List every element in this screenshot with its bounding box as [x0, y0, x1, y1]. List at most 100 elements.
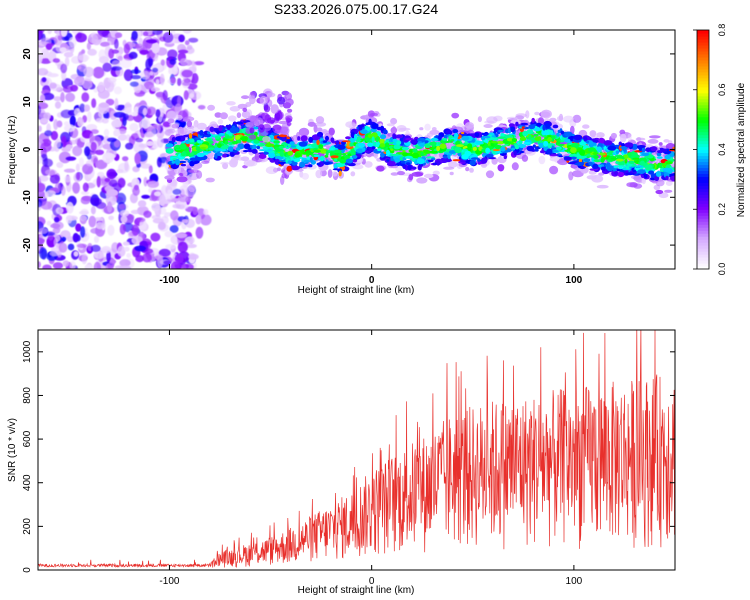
heatmap-cell: [132, 111, 138, 117]
heatmap-cell: [117, 134, 128, 141]
heatmap-cell: [54, 101, 62, 109]
heatmap-cell: [165, 244, 177, 250]
heatmap-cell: [436, 145, 441, 152]
heatmap-cell: [278, 161, 286, 165]
heatmap-cell: [81, 195, 93, 202]
heatmap-cell: [158, 248, 171, 257]
heatmap-cell: [38, 261, 41, 268]
heatmap-cell: [306, 156, 310, 160]
heatmap-cell: [110, 66, 123, 71]
heatmap-cell: [534, 111, 540, 116]
heatmap-cell: [331, 171, 338, 177]
heatmap-cell: [593, 154, 599, 159]
heatmap-cell: [130, 75, 142, 80]
heatmap-cell: [73, 107, 81, 117]
heatmap-cell: [390, 172, 399, 176]
heatmap-cell: [670, 151, 675, 158]
heatmap-cell: [76, 172, 81, 181]
chart-title: S233.2026.075.00.17.G24: [274, 1, 438, 17]
heatmap-cell: [558, 155, 563, 158]
heatmap-cell: [162, 32, 174, 43]
heatmap-cell: [53, 96, 62, 102]
heatmap-cell: [491, 140, 498, 144]
heatmap-cell: [564, 149, 570, 152]
heatmap-cell: [88, 33, 99, 44]
heatmap-cell: [449, 171, 454, 176]
colorbar-step: [697, 50, 709, 55]
heatmap-cell: [86, 124, 97, 130]
heatmap-cell: [648, 135, 661, 139]
heatmap-cell: [131, 235, 143, 245]
heatmap-cell: [183, 116, 195, 122]
heatmap-cell: [58, 242, 68, 253]
heatmap-cell: [67, 243, 75, 251]
heatmap-cell: [625, 165, 630, 170]
heatmap-cell: [119, 265, 132, 269]
heatmap-cell: [174, 158, 181, 166]
heatmap-cell: [134, 152, 141, 165]
heatmap-cell: [320, 155, 325, 162]
heatmap-cell: [441, 138, 448, 141]
heatmap-cell: [38, 199, 43, 208]
heatmap-cell: [315, 122, 327, 127]
heatmap-cell: [38, 105, 42, 115]
heatmap-cell: [129, 123, 139, 132]
heatmap-cell: [137, 200, 147, 208]
heatmap-cell: [642, 148, 646, 153]
heatmap-cell: [281, 173, 287, 179]
heatmap-cell: [270, 132, 275, 136]
heatmap-cell: [656, 156, 663, 159]
heatmap-cell: [376, 165, 385, 172]
heatmap-cell: [485, 147, 491, 154]
heatmap-cell: [171, 160, 176, 164]
heatmap-cell: [619, 133, 627, 143]
heatmap-cell: [136, 217, 146, 223]
heatmap-cell: [50, 223, 61, 229]
snr-y-tick-label: 1000: [22, 340, 33, 363]
heatmap-cell: [135, 255, 144, 263]
heatmap-cell: [42, 92, 55, 101]
heatmap-cell: [350, 131, 355, 138]
heatmap-cell: [60, 63, 68, 74]
heatmap-cell: [390, 117, 398, 125]
heatmap-cell: [197, 105, 206, 110]
heatmap-cell: [626, 182, 637, 188]
heatmap-cell: [461, 135, 470, 141]
heatmap-cell: [533, 127, 542, 132]
heatmap-cell: [332, 168, 340, 171]
heatmap-cell: [664, 154, 671, 160]
heatmap-cell: [446, 130, 451, 134]
heatmap-cell: [287, 144, 292, 148]
heatmap-cell: [439, 143, 447, 149]
heatmap-cell: [513, 150, 517, 156]
heatmap-cell: [301, 172, 309, 180]
heatmap-cell: [218, 125, 223, 132]
heatmap-cell: [592, 139, 599, 143]
heatmap-cell: [400, 160, 406, 164]
heatmap-cell: [654, 175, 660, 181]
heatmap-cell: [523, 142, 532, 145]
heatmap-cell: [175, 136, 181, 141]
heatmap-cell: [107, 201, 113, 213]
colorbar-step: [697, 257, 709, 261]
heatmap-cell: [140, 70, 151, 80]
heatmap-cell: [492, 137, 499, 141]
heatmap-cell: [528, 124, 536, 130]
heatmap-cell: [672, 169, 675, 172]
heatmap-cell: [265, 143, 274, 148]
heatmap-cell: [325, 135, 329, 141]
heatmap-cell: [113, 139, 121, 148]
heatmap-cell: [485, 170, 495, 179]
heatmap-cell: [149, 71, 154, 76]
heatmap-cell: [375, 136, 379, 143]
heatmap-cell: [357, 124, 365, 128]
heatmap-cell: [411, 166, 417, 170]
heatmap-cell: [167, 118, 175, 124]
heatmap-cell: [170, 210, 179, 221]
colorbar-step: [697, 173, 709, 177]
heatmap-cell: [614, 165, 623, 168]
heatmap-cell: [135, 137, 144, 143]
heatmap-cell: [209, 151, 214, 160]
heatmap-cell: [665, 161, 673, 165]
